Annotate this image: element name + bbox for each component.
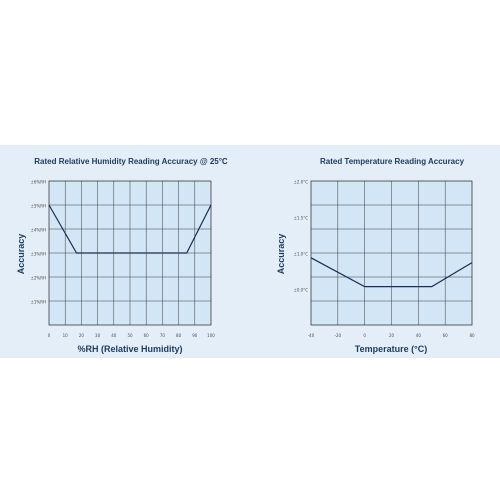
y-tick-label: ±5%RH — [31, 204, 46, 209]
y-tick-label: ±6%RH — [31, 180, 46, 185]
x-tick-label: 50 — [127, 333, 133, 338]
series-line — [48, 204, 212, 254]
x-tick-label: 90 — [192, 333, 198, 338]
y-tick-label: ±1%RH — [31, 300, 46, 305]
x-tick-label: 0 — [363, 333, 366, 338]
chart-title-humidity: Rated Relative Humidity Reading Accuracy… — [34, 157, 228, 166]
x-tick-label: 40 — [111, 333, 117, 338]
y-tick-label: ±1.0°C — [293, 252, 308, 257]
x-tick-label: 80 — [176, 333, 182, 338]
x-tick-label: 10 — [63, 333, 69, 338]
x-tick-label: -40 — [308, 333, 315, 338]
x-tick-label: 100 — [207, 333, 215, 338]
series-line — [310, 257, 473, 288]
y-tick-label: ±4%RH — [31, 228, 46, 233]
x-tick-label: 0 — [48, 333, 51, 338]
x-tick-label: 30 — [95, 333, 101, 338]
x-tick-label: 60 — [144, 333, 150, 338]
y-tick-label: ±2.0°C — [293, 180, 308, 185]
x-tick-label: 60 — [443, 333, 449, 338]
x-axis-label-humidity: %RH (Relative Humidity) — [77, 344, 183, 354]
y-tick-label: ±2%RH — [31, 276, 46, 281]
chart-title-temperature: Rated Temperature Reading Accuracy — [319, 157, 465, 166]
x-axis-label-temperature: Temperature (°C) — [354, 344, 428, 354]
x-tick-label: 80 — [469, 333, 475, 338]
x-tick-label: 20 — [79, 333, 85, 338]
x-tick-label: -20 — [335, 333, 342, 338]
y-tick-label: ±1.5°C — [293, 216, 308, 221]
x-tick-label: 70 — [160, 333, 166, 338]
y-tick-label: ±0.0°C — [293, 288, 308, 293]
y-tick-label: ±3%RH — [31, 252, 46, 257]
x-tick-label: 20 — [389, 333, 395, 338]
x-tick-label: 40 — [416, 333, 422, 338]
